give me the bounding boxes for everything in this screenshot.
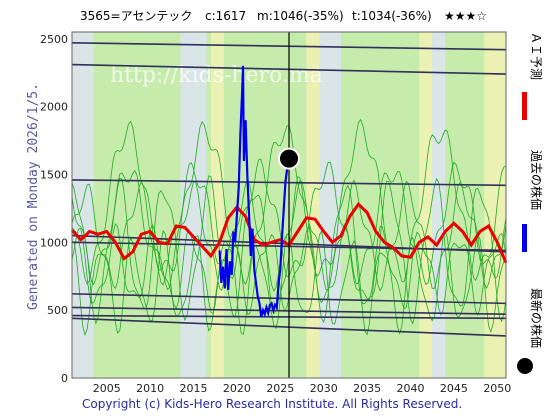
legend-past-price-swatch xyxy=(522,224,527,252)
copyright-footer: Copyright (c) Kids-Hero Research Institu… xyxy=(82,397,462,411)
x-tick-label: 2040 xyxy=(397,382,425,395)
x-tick-label: 2005 xyxy=(93,382,121,395)
y-tick-label: 500 xyxy=(47,304,68,317)
background-band xyxy=(210,32,224,378)
background-band xyxy=(319,32,342,378)
legend-past-price-label: 過去の株価 xyxy=(529,150,544,210)
header-current: c:1617 xyxy=(205,9,246,23)
legend-ai-forecast-label: ＡＩ予測 xyxy=(529,32,543,80)
legend-latest-price-label: 最新の株価 xyxy=(529,288,544,348)
background-band xyxy=(306,32,320,378)
y-tick-label: 0 xyxy=(61,372,68,385)
x-tick-label: 2030 xyxy=(310,382,338,395)
chart-header: 3565=アセンテック c:1617 m:1046(-35%) t:1034(-… xyxy=(80,9,487,23)
header-rating: ★★★☆ xyxy=(444,9,487,23)
legend: ＡＩ予測 過去の株価 最新の株価 xyxy=(517,32,544,374)
legend-ai-forecast-swatch xyxy=(522,92,527,120)
x-tick-label: 2035 xyxy=(353,382,381,395)
past-price-line xyxy=(218,65,291,318)
ai-forecast-line xyxy=(70,202,508,264)
background-bands xyxy=(72,32,506,378)
plot-area: http://kids-hero.ma xyxy=(70,31,508,379)
x-tick-label: 2020 xyxy=(223,382,251,395)
y-tick-label: 1500 xyxy=(40,168,68,181)
x-tick-label: 2050 xyxy=(483,382,511,395)
background-band xyxy=(432,32,446,378)
x-tick-label: 2025 xyxy=(266,382,294,395)
plot-frame xyxy=(71,31,507,379)
header-ticker: 3565=アセンテック xyxy=(80,9,192,23)
generated-date-label: Generated on Monday 2026/1/5. xyxy=(26,83,41,310)
y-tick-label: 2000 xyxy=(40,101,68,114)
background-band xyxy=(72,32,94,378)
background-band xyxy=(484,32,506,378)
latest-price-marker xyxy=(278,147,300,170)
y-tick-label: 2500 xyxy=(40,33,68,46)
y-tick-label: 1000 xyxy=(40,236,68,249)
header-median: m:1046(-35%) xyxy=(257,9,344,23)
background-band xyxy=(419,32,433,378)
x-tick-label: 2015 xyxy=(180,382,208,395)
x-axis-ticks: 2005 2010 2015 2020 2025 2030 2035 2040 2045 2050 xyxy=(93,382,512,395)
x-tick-label: 2010 xyxy=(136,382,164,395)
y-axis-ticks: 0 500 1000 1500 2000 2500 xyxy=(40,33,68,385)
x-tick-label: 2045 xyxy=(440,382,468,395)
header-target: t:1034(-36%) xyxy=(352,9,432,23)
legend-latest-price-marker xyxy=(517,358,533,374)
